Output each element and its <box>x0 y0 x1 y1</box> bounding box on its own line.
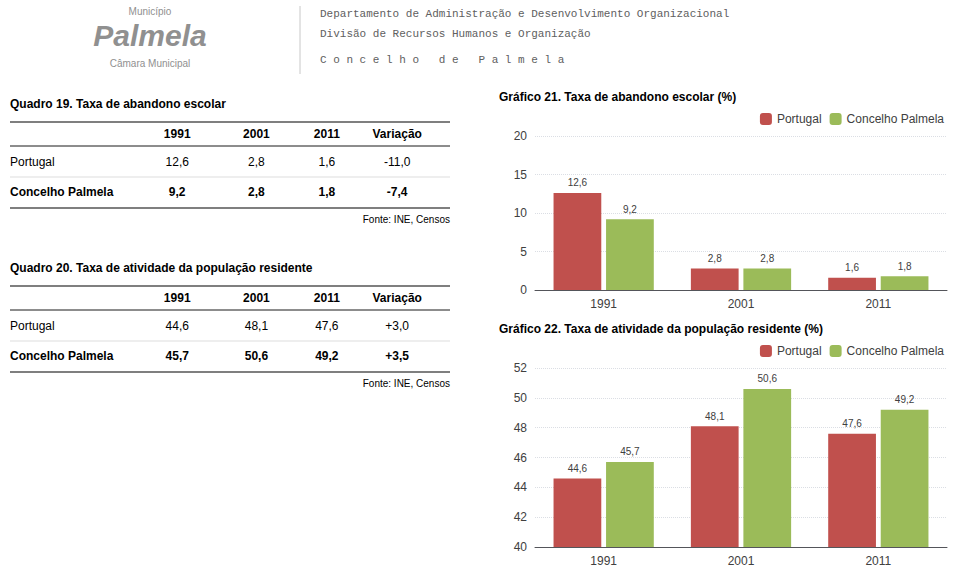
svg-text:12,6: 12,6 <box>166 155 190 169</box>
svg-text:-11,0: -11,0 <box>384 155 411 169</box>
svg-text:48,1: 48,1 <box>705 411 725 422</box>
svg-text:Quadro 20. Taxa de atividade d: Quadro 20. Taxa de atividade da populaçã… <box>10 261 313 275</box>
svg-text:2011: 2011 <box>865 554 891 568</box>
svg-text:1991: 1991 <box>164 127 191 141</box>
svg-text:Portugal: Portugal <box>10 319 55 333</box>
svg-text:1,6: 1,6 <box>845 262 859 273</box>
svg-text:Fonte: INE, Censos: Fonte: INE, Censos <box>363 378 450 389</box>
svg-text:+3,5: +3,5 <box>385 349 409 363</box>
svg-text:Portugal: Portugal <box>10 155 55 169</box>
svg-text:1991: 1991 <box>590 554 617 568</box>
svg-text:45,7: 45,7 <box>620 446 640 457</box>
svg-text:2,8: 2,8 <box>248 185 265 199</box>
svg-text:Câmara Municipal: Câmara Municipal <box>110 58 191 69</box>
svg-text:Quadro 19. Taxa de abandono es: Quadro 19. Taxa de abandono escolar <box>10 97 226 111</box>
svg-text:2001: 2001 <box>728 554 755 568</box>
svg-text:2011: 2011 <box>865 297 891 311</box>
svg-text:20: 20 <box>514 129 528 143</box>
svg-text:Palmela: Palmela <box>93 19 206 52</box>
svg-text:-7,4: -7,4 <box>387 185 408 199</box>
svg-text:Gráfico 21. Taxa de abandono e: Gráfico 21. Taxa de abandono escolar (%) <box>499 90 736 104</box>
svg-text:44: 44 <box>514 480 528 494</box>
svg-text:40: 40 <box>514 540 528 554</box>
svg-text:1,6: 1,6 <box>318 155 335 169</box>
svg-text:2011: 2011 <box>314 291 340 305</box>
svg-text:2001: 2001 <box>243 127 270 141</box>
svg-text:2011: 2011 <box>314 127 340 141</box>
svg-text:50,6: 50,6 <box>245 349 269 363</box>
svg-text:10: 10 <box>514 206 528 220</box>
svg-text:0: 0 <box>520 283 527 297</box>
svg-text:12,6: 12,6 <box>568 177 588 188</box>
svg-text:45,7: 45,7 <box>166 349 190 363</box>
svg-text:2001: 2001 <box>243 291 270 305</box>
svg-text:Gráfico 22. Taxa de atividade: Gráfico 22. Taxa de atividade da populaç… <box>499 322 823 336</box>
svg-text:Portugal: Portugal <box>777 344 822 358</box>
svg-text:Município: Município <box>129 6 172 17</box>
svg-text:+3,0: +3,0 <box>385 319 409 333</box>
svg-text:2,8: 2,8 <box>760 253 774 264</box>
svg-text:C o n c e l h o d e P a l: C o n c e l h o d e P a l m e l a <box>320 54 565 66</box>
svg-text:49,2: 49,2 <box>895 394 915 405</box>
svg-text:Concelho Palmela: Concelho Palmela <box>847 112 945 126</box>
svg-text:42: 42 <box>514 510 528 524</box>
svg-text:48,1: 48,1 <box>245 319 269 333</box>
svg-text:Concelho Palmela: Concelho Palmela <box>10 185 114 199</box>
svg-text:2,8: 2,8 <box>708 253 722 264</box>
svg-text:49,2: 49,2 <box>315 349 339 363</box>
svg-text:Variação: Variação <box>373 291 422 305</box>
svg-text:Variação: Variação <box>373 127 422 141</box>
svg-text:52: 52 <box>514 361 528 375</box>
svg-text:15: 15 <box>514 168 528 182</box>
svg-text:1991: 1991 <box>590 297 617 311</box>
svg-text:44,6: 44,6 <box>166 319 190 333</box>
svg-text:Portugal: Portugal <box>777 112 822 126</box>
svg-text:9,2: 9,2 <box>169 185 186 199</box>
svg-text:Concelho Palmela: Concelho Palmela <box>847 344 945 358</box>
svg-text:2,8: 2,8 <box>248 155 265 169</box>
svg-text:2001: 2001 <box>728 297 755 311</box>
svg-text:47,6: 47,6 <box>315 319 339 333</box>
svg-text:50,6: 50,6 <box>758 373 778 384</box>
svg-text:1,8: 1,8 <box>898 261 912 272</box>
svg-text:Divisão de Recursos Humanos e: Divisão de Recursos Humanos e Organizaçã… <box>320 28 591 40</box>
svg-text:Fonte: INE, Censos: Fonte: INE, Censos <box>363 214 450 225</box>
svg-text:1991: 1991 <box>164 291 191 305</box>
svg-text:47,6: 47,6 <box>842 418 862 429</box>
svg-text:Departamento de Administração: Departamento de Administração e Desenvol… <box>320 8 729 20</box>
svg-text:46: 46 <box>514 451 528 465</box>
svg-text:9,2: 9,2 <box>623 204 637 215</box>
svg-text:48: 48 <box>514 421 528 435</box>
svg-text:50: 50 <box>514 391 528 405</box>
svg-text:5: 5 <box>520 245 527 259</box>
svg-text:1,8: 1,8 <box>318 185 335 199</box>
svg-text:44,6: 44,6 <box>568 463 588 474</box>
svg-text:Concelho Palmela: Concelho Palmela <box>10 349 114 363</box>
